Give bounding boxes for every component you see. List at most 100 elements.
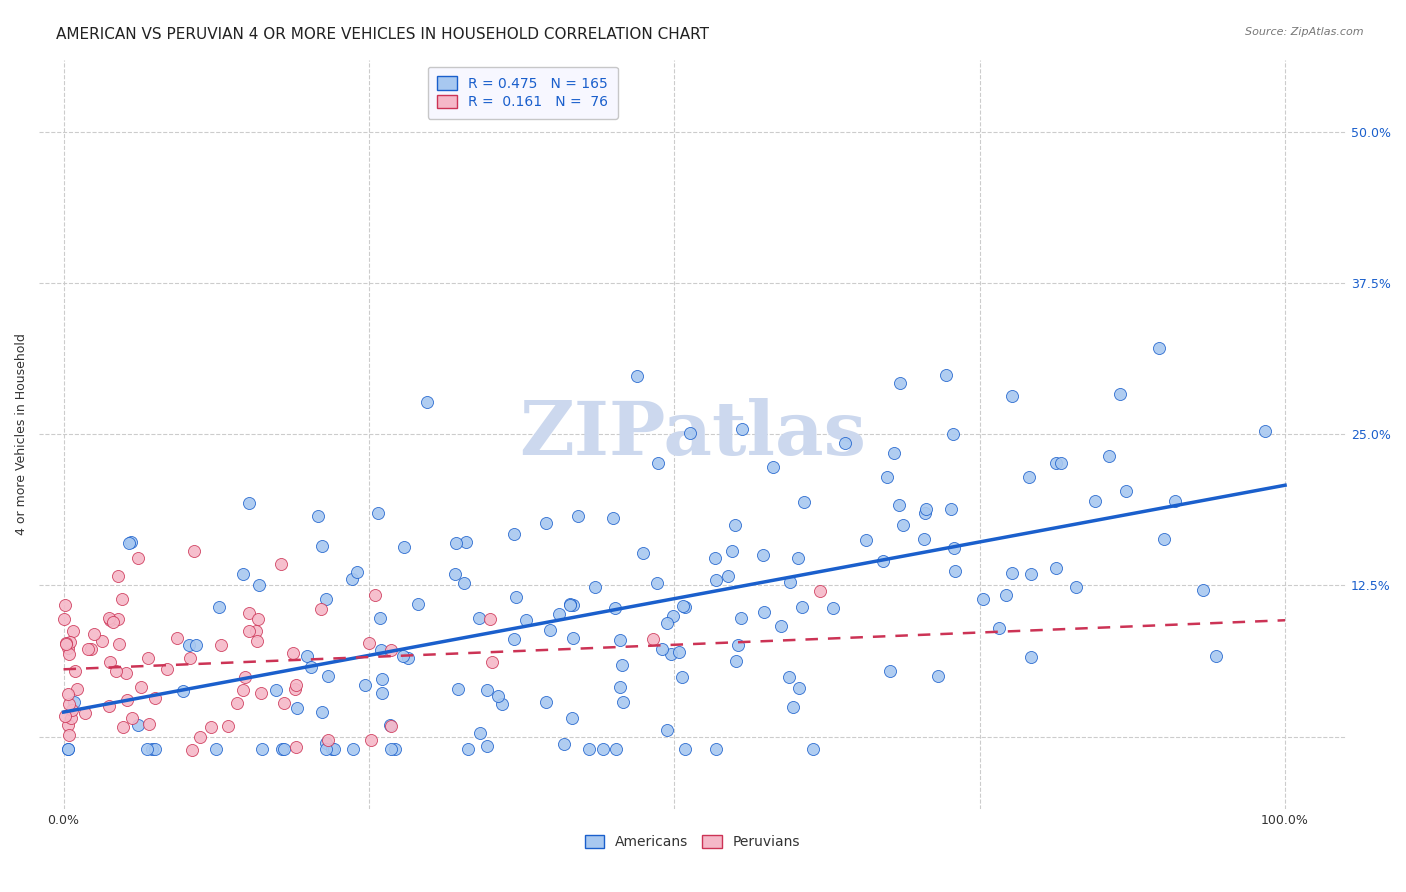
Point [101, 615, 124, 630]
Point [769, 619, 792, 633]
Point [287, 701, 309, 715]
Point [131, 680, 153, 694]
Point [679, 425, 702, 440]
Point [752, 548, 775, 562]
Point [558, 598, 581, 612]
Point [942, 541, 965, 555]
Point [657, 723, 679, 737]
Point [183, 544, 205, 558]
Point [55, 636, 77, 650]
Point [105, 664, 128, 678]
Point [786, 551, 808, 566]
Point [55, 636, 77, 650]
Point [1153, 532, 1175, 546]
Point [172, 684, 194, 698]
Point [284, 677, 307, 691]
Point [560, 597, 582, 611]
Point [226, 696, 249, 710]
Point [179, 638, 201, 652]
Point [645, 575, 668, 590]
Point [914, 506, 936, 520]
Point [1064, 580, 1087, 594]
Point [380, 741, 402, 756]
Point [65, 664, 87, 678]
Point [793, 494, 815, 508]
Point [801, 741, 824, 756]
Point [704, 550, 727, 565]
Point [491, 697, 513, 711]
Point [1205, 648, 1227, 663]
Point [879, 665, 901, 679]
Point [561, 710, 583, 724]
Point [315, 741, 337, 756]
Point [889, 498, 911, 512]
Point [322, 741, 344, 756]
Point [360, 733, 382, 747]
Point [371, 685, 394, 699]
Point [368, 610, 391, 624]
Point [912, 532, 935, 546]
Point [610, 658, 633, 673]
Point [1001, 566, 1024, 580]
Point [1018, 470, 1040, 484]
Point [468, 726, 491, 740]
Point [883, 446, 905, 460]
Point [1109, 387, 1132, 401]
Point [364, 589, 387, 603]
Point [1045, 561, 1067, 575]
Point [209, 638, 232, 652]
Point [943, 564, 966, 578]
Point [778, 670, 800, 684]
Point [675, 741, 697, 756]
Point [359, 636, 381, 650]
Point [56, 741, 79, 756]
Point [787, 681, 810, 696]
Point [180, 743, 202, 757]
Point [662, 609, 685, 624]
Point [315, 591, 337, 606]
Point [53, 612, 76, 626]
Point [927, 669, 949, 683]
Point [188, 730, 211, 744]
Point [396, 650, 419, 665]
Point [264, 683, 287, 698]
Point [810, 584, 832, 599]
Point [834, 436, 856, 450]
Point [567, 509, 589, 524]
Point [392, 540, 415, 554]
Point [315, 736, 337, 750]
Point [83, 627, 105, 641]
Point [127, 717, 149, 731]
Point [107, 637, 129, 651]
Point [754, 605, 776, 619]
Point [107, 569, 129, 583]
Point [380, 642, 402, 657]
Point [1049, 456, 1071, 470]
Point [444, 567, 467, 582]
Point [823, 600, 845, 615]
Point [184, 638, 207, 652]
Point [340, 572, 363, 586]
Point [716, 568, 738, 582]
Point [232, 682, 254, 697]
Point [724, 654, 747, 668]
Point [1084, 494, 1107, 508]
Point [58, 641, 80, 656]
Point [127, 551, 149, 566]
Point [208, 599, 231, 614]
Point [73, 706, 96, 720]
Point [321, 741, 343, 756]
Point [247, 578, 270, 592]
Point [232, 566, 254, 581]
Point [60, 703, 83, 717]
Point [855, 533, 877, 547]
Point [273, 741, 295, 756]
Point [578, 741, 600, 756]
Point [1164, 494, 1187, 508]
Point [53, 598, 76, 612]
Point [730, 611, 752, 625]
Point [704, 741, 727, 756]
Point [478, 612, 501, 626]
Point [136, 741, 159, 756]
Point [112, 720, 135, 734]
